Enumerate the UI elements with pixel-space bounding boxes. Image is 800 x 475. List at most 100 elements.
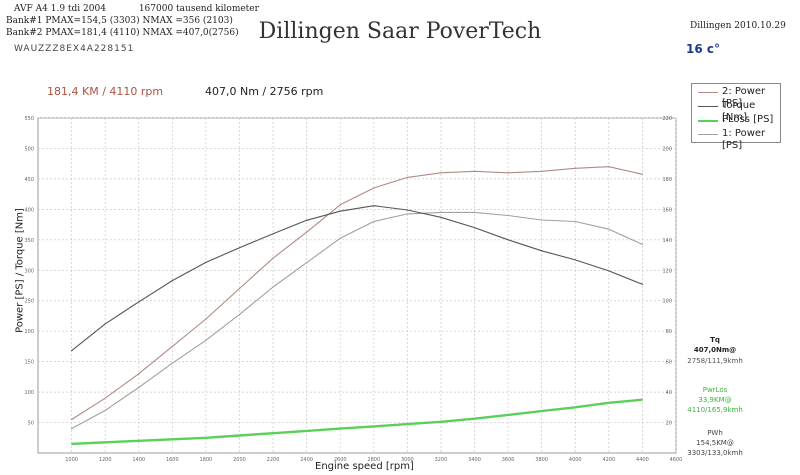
legend-item-ploss: PLoss [PS] (692, 114, 780, 126)
data-point-2-power-ps (205, 318, 207, 320)
data-point-1-power-ps (507, 214, 509, 217)
data-point-torque-nm (541, 250, 543, 252)
y-left-tick-label: 250 (24, 299, 34, 305)
legend-swatch-ploss (698, 120, 718, 122)
data-point-ploss-ps (440, 421, 442, 423)
y-right-tick-label: 200 (662, 146, 672, 152)
data-point-1-power-ps (272, 286, 274, 288)
y-left-tick-label: 350 (24, 238, 34, 244)
header-line1: AVF A4 1.9 tdi 2004 167000 tausend kilom… (14, 4, 259, 15)
pwh-title: PWh (707, 429, 723, 437)
data-point-2-power-ps (138, 373, 140, 375)
data-point-1-power-ps (104, 409, 106, 411)
chart-legend: 2: Power [PS] Torque [Nm] PLoss [PS] 1: … (691, 83, 781, 151)
y-right-tick-label: 40 (666, 390, 672, 396)
data-point-torque-nm (138, 301, 140, 303)
legend-swatch-power2 (698, 92, 718, 93)
data-point-ploss-ps (205, 437, 207, 439)
data-point-1-power-ps (541, 219, 543, 221)
data-point-2-power-ps (171, 345, 173, 348)
x-tick-label: 4000 (569, 457, 582, 463)
y-left-tick-label: 100 (24, 390, 34, 396)
data-point-ploss-ps (406, 423, 408, 425)
vin-label: WAUZZZ8EX4A228151 (14, 44, 135, 54)
vehicle-model: AVF A4 1.9 tdi 2004 (14, 4, 106, 14)
data-point-1-power-ps (171, 362, 173, 364)
x-tick-label: 2200 (267, 457, 280, 463)
series-line-ploss-ps (71, 398, 643, 446)
tq-sub: 2758/111,9kmh (687, 357, 743, 365)
legend-item-torque: Torque [Nm] (692, 100, 780, 123)
data-point-1-power-ps (373, 220, 375, 223)
data-point-torque-nm (205, 261, 207, 263)
x-tick-label: 3000 (401, 457, 414, 463)
legend-item-power2: 2: Power [PS] (692, 86, 780, 109)
data-point-1-power-ps (339, 237, 341, 239)
legend-item-power1: 1: Power [PS] (692, 128, 780, 151)
data-point-torque-nm (406, 209, 408, 211)
data-point-1-power-ps (306, 262, 308, 264)
series-line-1-power-ps (71, 211, 643, 430)
data-point-2-power-ps (238, 287, 241, 290)
x-tick-label: 3400 (468, 457, 481, 463)
y-right-tick-label: 20 (666, 421, 672, 427)
data-point-1-power-ps (574, 220, 576, 223)
grid (37, 117, 677, 454)
data-point-torque-nm (104, 323, 106, 325)
x-tick-label: 4600 (670, 457, 683, 463)
y-right-tick-label: 60 (666, 360, 672, 366)
data-point-1-power-ps (138, 386, 140, 389)
legend-label-torque: Torque [Nm] (722, 100, 756, 123)
y-right-tick-label: 80 (666, 329, 672, 335)
data-point-2-power-ps (641, 173, 644, 175)
data-point-ploss-ps (373, 425, 375, 427)
legend-label-power1: 1: Power [PS] (722, 128, 766, 151)
x-tick-label: 1800 (200, 457, 213, 463)
data-point-torque-nm (473, 227, 476, 229)
data-point-2-power-ps (473, 170, 476, 172)
x-tick-label: 1000 (65, 457, 78, 463)
data-point-1-power-ps (608, 228, 610, 230)
data-point-ploss-ps (171, 438, 173, 440)
ploss-sub: 4110/165,9kmh (687, 406, 743, 414)
y-left-tick-label: 500 (24, 146, 34, 152)
y-right-tick-label: 160 (662, 207, 672, 213)
data-point-torque-nm (574, 259, 576, 261)
series-line-2-power-ps (71, 166, 643, 420)
data-point-1-power-ps (406, 213, 408, 215)
data-point-torque-nm (339, 210, 341, 212)
ploss-title: PwrLos (702, 386, 728, 394)
peak-power-readout: 181,4 KM / 4110 rpm (47, 85, 164, 98)
x-tick-label: 3200 (435, 457, 448, 463)
data-point-2-power-ps (339, 204, 341, 206)
y-axis-label: Power [PS] / Torque [Nm] (14, 208, 26, 333)
chart-title: Dillingen Saar PoverTech (258, 19, 542, 44)
data-point-2-power-ps (440, 172, 442, 174)
data-point-ploss-ps (238, 434, 241, 437)
data-point-ploss-ps (507, 414, 509, 416)
y-left-tick-label: 450 (24, 177, 34, 183)
data-point-torque-nm (608, 270, 610, 272)
vehicle-mileage: 167000 tausend kilometer (138, 4, 259, 14)
data-point-ploss-ps (138, 440, 140, 442)
bank1-summary: Bank#1 PMAX=154,5 (3303) NMAX =356 (2103… (6, 16, 233, 26)
data-point-ploss-ps (339, 428, 341, 430)
x-tick-label: 2400 (300, 457, 313, 463)
legend-swatch-power1 (698, 134, 718, 135)
data-point-2-power-ps (272, 257, 274, 259)
x-tick-label: 2000 (233, 457, 246, 463)
data-point-1-power-ps (440, 211, 442, 214)
y-left-tick-label: 300 (24, 268, 34, 274)
x-tick-label: 2600 (334, 457, 347, 463)
tq-title: Tq (710, 336, 720, 344)
test-date: Dillingen 2010.10.29 (690, 21, 786, 31)
data-point-torque-nm (272, 233, 274, 235)
x-tick-label: 3600 (502, 457, 515, 463)
data-point-1-power-ps (205, 339, 207, 341)
data-point-torque-nm (373, 205, 375, 207)
data-point-1-power-ps (70, 428, 73, 430)
y-right-tick-label: 180 (662, 177, 672, 183)
ploss-value: 33,9KM@ (698, 396, 732, 404)
peak-torque-readout: 407,0 Nm / 2756 rpm (205, 85, 324, 98)
